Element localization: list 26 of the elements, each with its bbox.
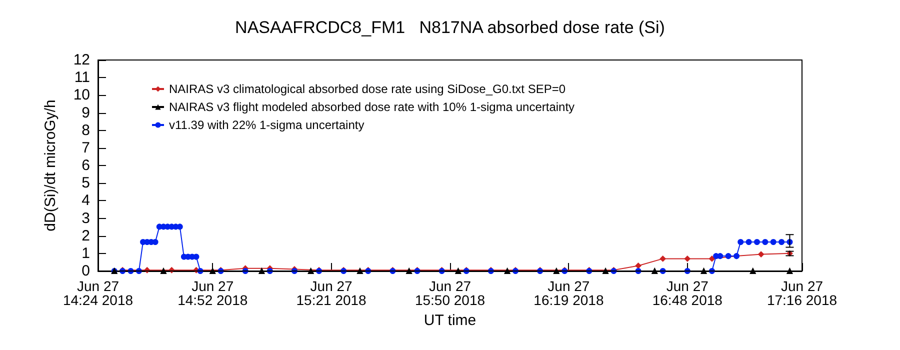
x-tick-label: Jun 27 16:48 2018 (652, 278, 723, 308)
x-tick-label: Jun 27 14:24 2018 (62, 278, 134, 308)
y-tick-label: 11 (74, 69, 90, 86)
legend-label: NAIRAS v3 flight modeled absorbed dose rate with 10% 1-sigma uncertainty (169, 100, 575, 114)
y-tick-label: 6 (82, 157, 90, 174)
y-tick-label: 1 (82, 244, 90, 262)
y-tick-label: 0 (82, 262, 90, 280)
legend-label: v11.39 with 22% 1-sigma uncertainty (169, 118, 364, 132)
x-tick-label: Jun 27 14:52 2018 (178, 278, 248, 308)
chart-title: NASAAFRCDC8_FM1 N817NA absorbed dose rate (Si) (235, 18, 665, 37)
y-tick-label: 7 (82, 139, 90, 156)
y-tick-label: 9 (82, 104, 90, 122)
y-tick-label: 3 (82, 210, 90, 227)
x-tick-label: Jun 27 15:50 2018 (414, 278, 486, 308)
x-tick-label: Jun 27 15:21 2018 (296, 278, 367, 308)
x-axis-title: UT time (424, 312, 476, 329)
y-tick-label: 4 (82, 192, 90, 210)
legend-label: NAIRAS v3 climatological absorbed dose rate using SiDose_G0.txt SEP=0 (169, 82, 566, 96)
y-axis-title: dD(Si)/dt microGy/h (42, 100, 59, 232)
x-tick-label: Jun 27 16:19 2018 (534, 278, 604, 308)
x-tick-label: Jun 27 17:16 2018 (766, 278, 838, 308)
y-tick-label: 2 (82, 227, 90, 244)
y-tick-label: 5 (82, 174, 90, 192)
y-tick-label: 10 (73, 86, 90, 104)
y-tick-label: 12 (73, 52, 90, 68)
y-tick-label: 8 (82, 122, 90, 139)
